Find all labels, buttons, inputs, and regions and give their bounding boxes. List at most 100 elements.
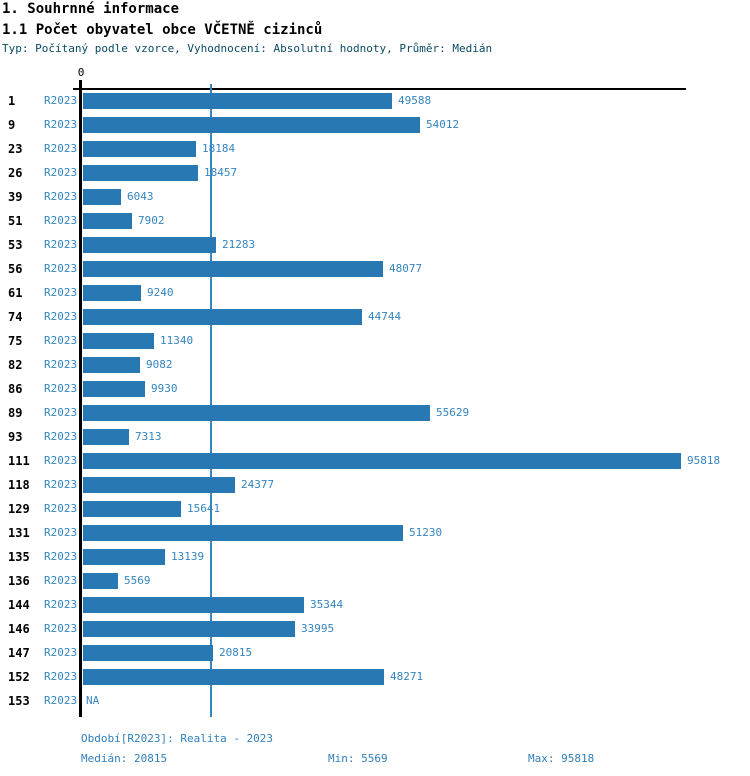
chart-title: 1.1 Počet obyvatel obce VČETNĚ cizinců [2,22,323,38]
row-category-label: 23 [8,142,23,156]
row-series-label: R2023 [44,334,78,347]
bar-value-label: 48077 [389,262,423,275]
row-category-label: 144 [8,598,30,612]
row-series-label: R2023 [44,550,78,563]
row-category-label: 9 [8,118,16,132]
bar-value-label: 11340 [160,334,194,347]
bar [83,597,304,613]
row-series-label: R2023 [44,118,78,131]
chart-meta-line: Typ: Počítaný podle vzorce, Vyhodnocení:… [2,42,493,55]
bar [83,165,198,181]
row-category-label: 129 [8,502,30,516]
bar [83,573,118,589]
row-category-label: 152 [8,670,30,684]
population-bar-chart: 1. Souhrnné informace 1.1 Počet obyvatel… [2,1,721,717]
row-category-label: 111 [8,454,30,468]
row-category-label: 118 [8,478,30,492]
bar-value-label: 15641 [187,502,221,515]
row-category-label: 26 [8,166,23,180]
row-series-label: R2023 [44,142,78,155]
bar-value-label: 18457 [204,166,238,179]
bar-value-label: 24377 [241,478,275,491]
row-category-label: 51 [8,214,23,228]
footer-median: Medián: 20815 [81,752,168,765]
row-series-label: R2023 [44,358,78,371]
bar-value-label: 35344 [310,598,344,611]
row-series-label: R2023 [44,574,78,587]
bar [83,525,403,541]
row-category-label: 89 [8,406,23,420]
row-series-label: R2023 [44,622,78,635]
bar-value-label: 55629 [436,406,470,419]
bar [83,381,145,397]
row-series-label: R2023 [44,214,78,227]
row-category-label: 86 [8,382,23,396]
bar-value-label: 13139 [171,550,205,563]
bar-na-label: NA [86,694,100,707]
bar [83,453,681,469]
bar-value-label: 51230 [409,526,443,539]
row-category-label: 56 [8,262,23,276]
bar-value-label: 20815 [219,646,253,659]
row-series-label: R2023 [44,598,78,611]
row-category-label: 147 [8,646,30,660]
row-series-label: R2023 [44,190,78,203]
bar-value-label: 6043 [127,190,154,203]
bar [83,405,430,421]
bar [83,357,140,373]
row-category-label: 74 [8,310,23,324]
row-category-label: 61 [8,286,23,300]
row-series-label: R2023 [44,406,78,419]
row-series-label: R2023 [44,670,78,683]
row-series-label: R2023 [44,310,78,323]
row-series-label: R2023 [44,238,78,251]
row-series-label: R2023 [44,382,78,395]
footer-max: Max: 95818 [528,752,595,765]
row-category-label: 75 [8,334,23,348]
bar-value-label: 21283 [222,238,256,251]
row-series-label: R2023 [44,526,78,539]
row-category-label: 53 [8,238,23,252]
row-category-label: 135 [8,550,30,564]
row-category-label: 93 [8,430,23,444]
bar [83,669,384,685]
bar [83,621,295,637]
bar [83,189,121,205]
row-category-label: 131 [8,526,30,540]
bar-value-label: 7313 [135,430,162,443]
bar-value-label: 9240 [147,286,174,299]
row-series-label: R2023 [44,502,78,515]
row-category-label: 39 [8,190,23,204]
row-series-label: R2023 [44,94,78,107]
bar [83,117,420,133]
row-series-label: R2023 [44,646,78,659]
bar-value-label: 95818 [687,454,721,467]
row-series-label: R2023 [44,262,78,275]
row-series-label: R2023 [44,430,78,443]
bar-value-label: 18184 [202,142,236,155]
row-series-label: R2023 [44,694,78,707]
bar-value-label: 54012 [426,118,460,131]
median-gridline [210,84,212,717]
row-category-label: 153 [8,694,30,708]
x-axis-origin-label: 0 [77,66,85,79]
bar [83,261,383,277]
bar [83,237,216,253]
footer-min: Min: 5569 [328,752,388,765]
row-series-label: R2023 [44,454,78,467]
row-category-label: 136 [8,574,30,588]
bar-value-label: 44744 [368,310,402,323]
row-series-label: R2023 [44,286,78,299]
row-series-label: R2023 [44,478,78,491]
bar-value-label: 33995 [301,622,335,635]
bar-value-label: 9082 [146,358,173,371]
row-series-label: R2023 [44,166,78,179]
row-category-label: 82 [8,358,23,372]
y-axis-line [79,80,82,717]
report-title: 1. Souhrnné informace [2,1,180,17]
bar [83,333,154,349]
footer-period: Období[R2023]: Realita - 2023 [81,732,274,745]
bar [83,429,129,445]
bar [83,645,213,661]
bar-value-label: 5569 [124,574,151,587]
